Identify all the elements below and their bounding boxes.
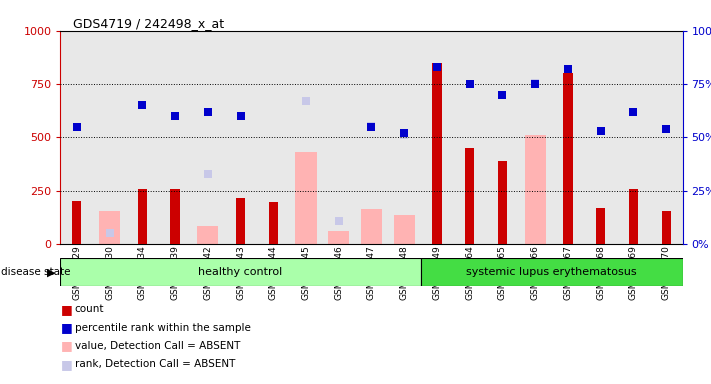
Bar <box>421 258 683 286</box>
Bar <box>224 31 257 244</box>
Bar <box>629 189 638 244</box>
Bar <box>197 226 218 244</box>
Bar <box>361 209 382 244</box>
Bar <box>662 211 670 244</box>
Bar <box>498 161 507 244</box>
Text: ■: ■ <box>60 321 73 334</box>
Text: disease state: disease state <box>1 267 70 277</box>
Bar <box>159 31 191 244</box>
Bar <box>486 31 519 244</box>
Bar <box>295 152 316 244</box>
Bar <box>394 215 415 244</box>
Bar <box>289 31 322 244</box>
Text: percentile rank within the sample: percentile rank within the sample <box>75 323 250 333</box>
Bar <box>432 63 442 244</box>
Bar <box>126 31 159 244</box>
Bar <box>596 208 605 244</box>
Bar <box>584 31 617 244</box>
Text: rank, Detection Call = ABSENT: rank, Detection Call = ABSENT <box>75 359 235 369</box>
Bar <box>93 31 126 244</box>
Bar <box>99 211 120 244</box>
Text: GDS4719 / 242498_x_at: GDS4719 / 242498_x_at <box>73 17 224 30</box>
Bar <box>388 31 421 244</box>
Bar <box>552 31 584 244</box>
Bar <box>454 31 486 244</box>
Bar <box>269 202 278 244</box>
Bar <box>73 201 81 244</box>
Bar <box>236 198 245 244</box>
Bar <box>421 31 454 244</box>
Text: ■: ■ <box>60 358 73 371</box>
Bar <box>328 231 349 244</box>
Bar <box>257 31 289 244</box>
Bar <box>519 31 552 244</box>
Bar <box>60 258 421 286</box>
Bar <box>465 148 474 244</box>
Text: ■: ■ <box>60 303 73 316</box>
Text: ▶: ▶ <box>47 267 55 277</box>
Text: value, Detection Call = ABSENT: value, Detection Call = ABSENT <box>75 341 240 351</box>
Bar <box>138 189 147 244</box>
Text: ■: ■ <box>60 339 73 353</box>
Bar <box>617 31 650 244</box>
Text: healthy control: healthy control <box>198 267 283 277</box>
Bar <box>650 31 683 244</box>
Bar <box>322 31 355 244</box>
Bar <box>355 31 388 244</box>
Text: count: count <box>75 304 104 314</box>
Bar <box>171 189 180 244</box>
Bar <box>191 31 224 244</box>
Bar <box>60 31 93 244</box>
Bar <box>525 135 546 244</box>
Text: systemic lupus erythematosus: systemic lupus erythematosus <box>466 267 637 277</box>
Bar <box>563 73 572 244</box>
